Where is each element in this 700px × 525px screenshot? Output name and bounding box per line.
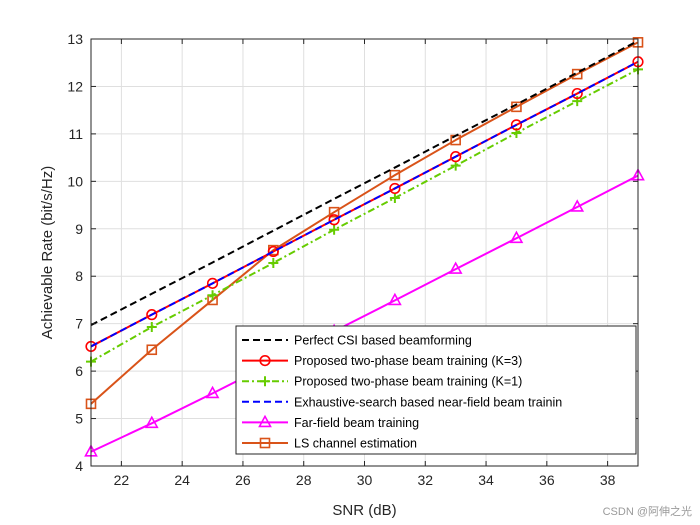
x-tick-label: 30 [357, 472, 373, 488]
circle-marker [206, 277, 219, 289]
triangle-marker [448, 261, 463, 274]
circle-marker [571, 87, 583, 100]
triangle-marker [258, 414, 272, 428]
circle-marker [259, 355, 271, 367]
circle-marker [389, 182, 401, 195]
y-tick-label: 12 [67, 78, 83, 94]
circle-marker [267, 245, 279, 258]
series-3 [90, 60, 639, 348]
legend-box [235, 325, 637, 455]
x-tick-label: 38 [600, 472, 616, 488]
square-marker [259, 437, 271, 449]
square-marker [328, 206, 340, 218]
x-tick-label: 26 [235, 472, 251, 488]
y-tick-label: 6 [75, 363, 83, 379]
series-line [90, 60, 639, 348]
y-tick-label: 9 [75, 221, 83, 237]
square-marker [389, 169, 401, 181]
x-tick-label: 34 [478, 472, 494, 488]
x-axis-label: SNR (dB) [332, 502, 396, 519]
legend: Perfect CSI based beamforming Proposed tw… [235, 325, 637, 455]
series-0 [90, 40, 639, 326]
square-marker [146, 344, 158, 356]
x-tick-label: 22 [114, 472, 130, 488]
triangle-marker [509, 230, 524, 244]
x-tick-label: 24 [174, 472, 190, 488]
y-tick-label: 10 [67, 173, 83, 189]
plus-marker [207, 290, 218, 301]
legend-label: Proposed two-phase beam training (K=3) [294, 354, 522, 368]
triangle-marker [388, 292, 402, 306]
circle-marker [510, 119, 523, 131]
plus-marker [450, 160, 461, 171]
x-tick-label: 28 [296, 472, 312, 488]
y-tick-label: 11 [68, 126, 83, 142]
plus-marker [329, 224, 340, 235]
y-tick-label: 13 [67, 31, 83, 47]
plus-marker [260, 376, 270, 387]
x-tick-label: 36 [539, 472, 555, 488]
watermark: CSDN @阿伸之光 [602, 506, 692, 518]
triangle-marker [205, 385, 220, 399]
y-tick-label: 8 [75, 268, 83, 284]
plus-marker [389, 192, 400, 203]
x-tick-label: 32 [417, 472, 433, 488]
legend-label: LS channel estimation [294, 437, 417, 451]
y-tick-label: 7 [75, 316, 83, 332]
y-tick-label: 4 [75, 458, 83, 474]
triangle-marker [144, 415, 159, 429]
plus-marker [268, 257, 279, 268]
circle-marker [450, 151, 462, 163]
series-layer [84, 37, 645, 457]
circle-marker [328, 214, 340, 226]
series-line [90, 40, 639, 326]
triangle-marker [570, 199, 585, 212]
legend-label: Proposed two-phase beam training (K=1) [294, 375, 522, 389]
legend-label: Exhaustive-search based near-field beam … [294, 395, 562, 409]
plus-marker [146, 321, 157, 332]
y-tick-label: 5 [75, 411, 83, 427]
circle-marker [146, 309, 158, 321]
legend-label: Far-field beam training [294, 416, 419, 430]
series-line [90, 174, 639, 453]
y-axis-label: Achievable Rate (bit/s/Hz) [39, 166, 56, 339]
axis-ticks: 22 24 26 28 30 32 34 36 38 4 5 6 7 8 9 10 11 12 13 [67, 31, 638, 488]
legend-label: Perfect CSI based beamforming [294, 334, 472, 348]
series-line [90, 68, 639, 363]
series-line [90, 41, 639, 405]
